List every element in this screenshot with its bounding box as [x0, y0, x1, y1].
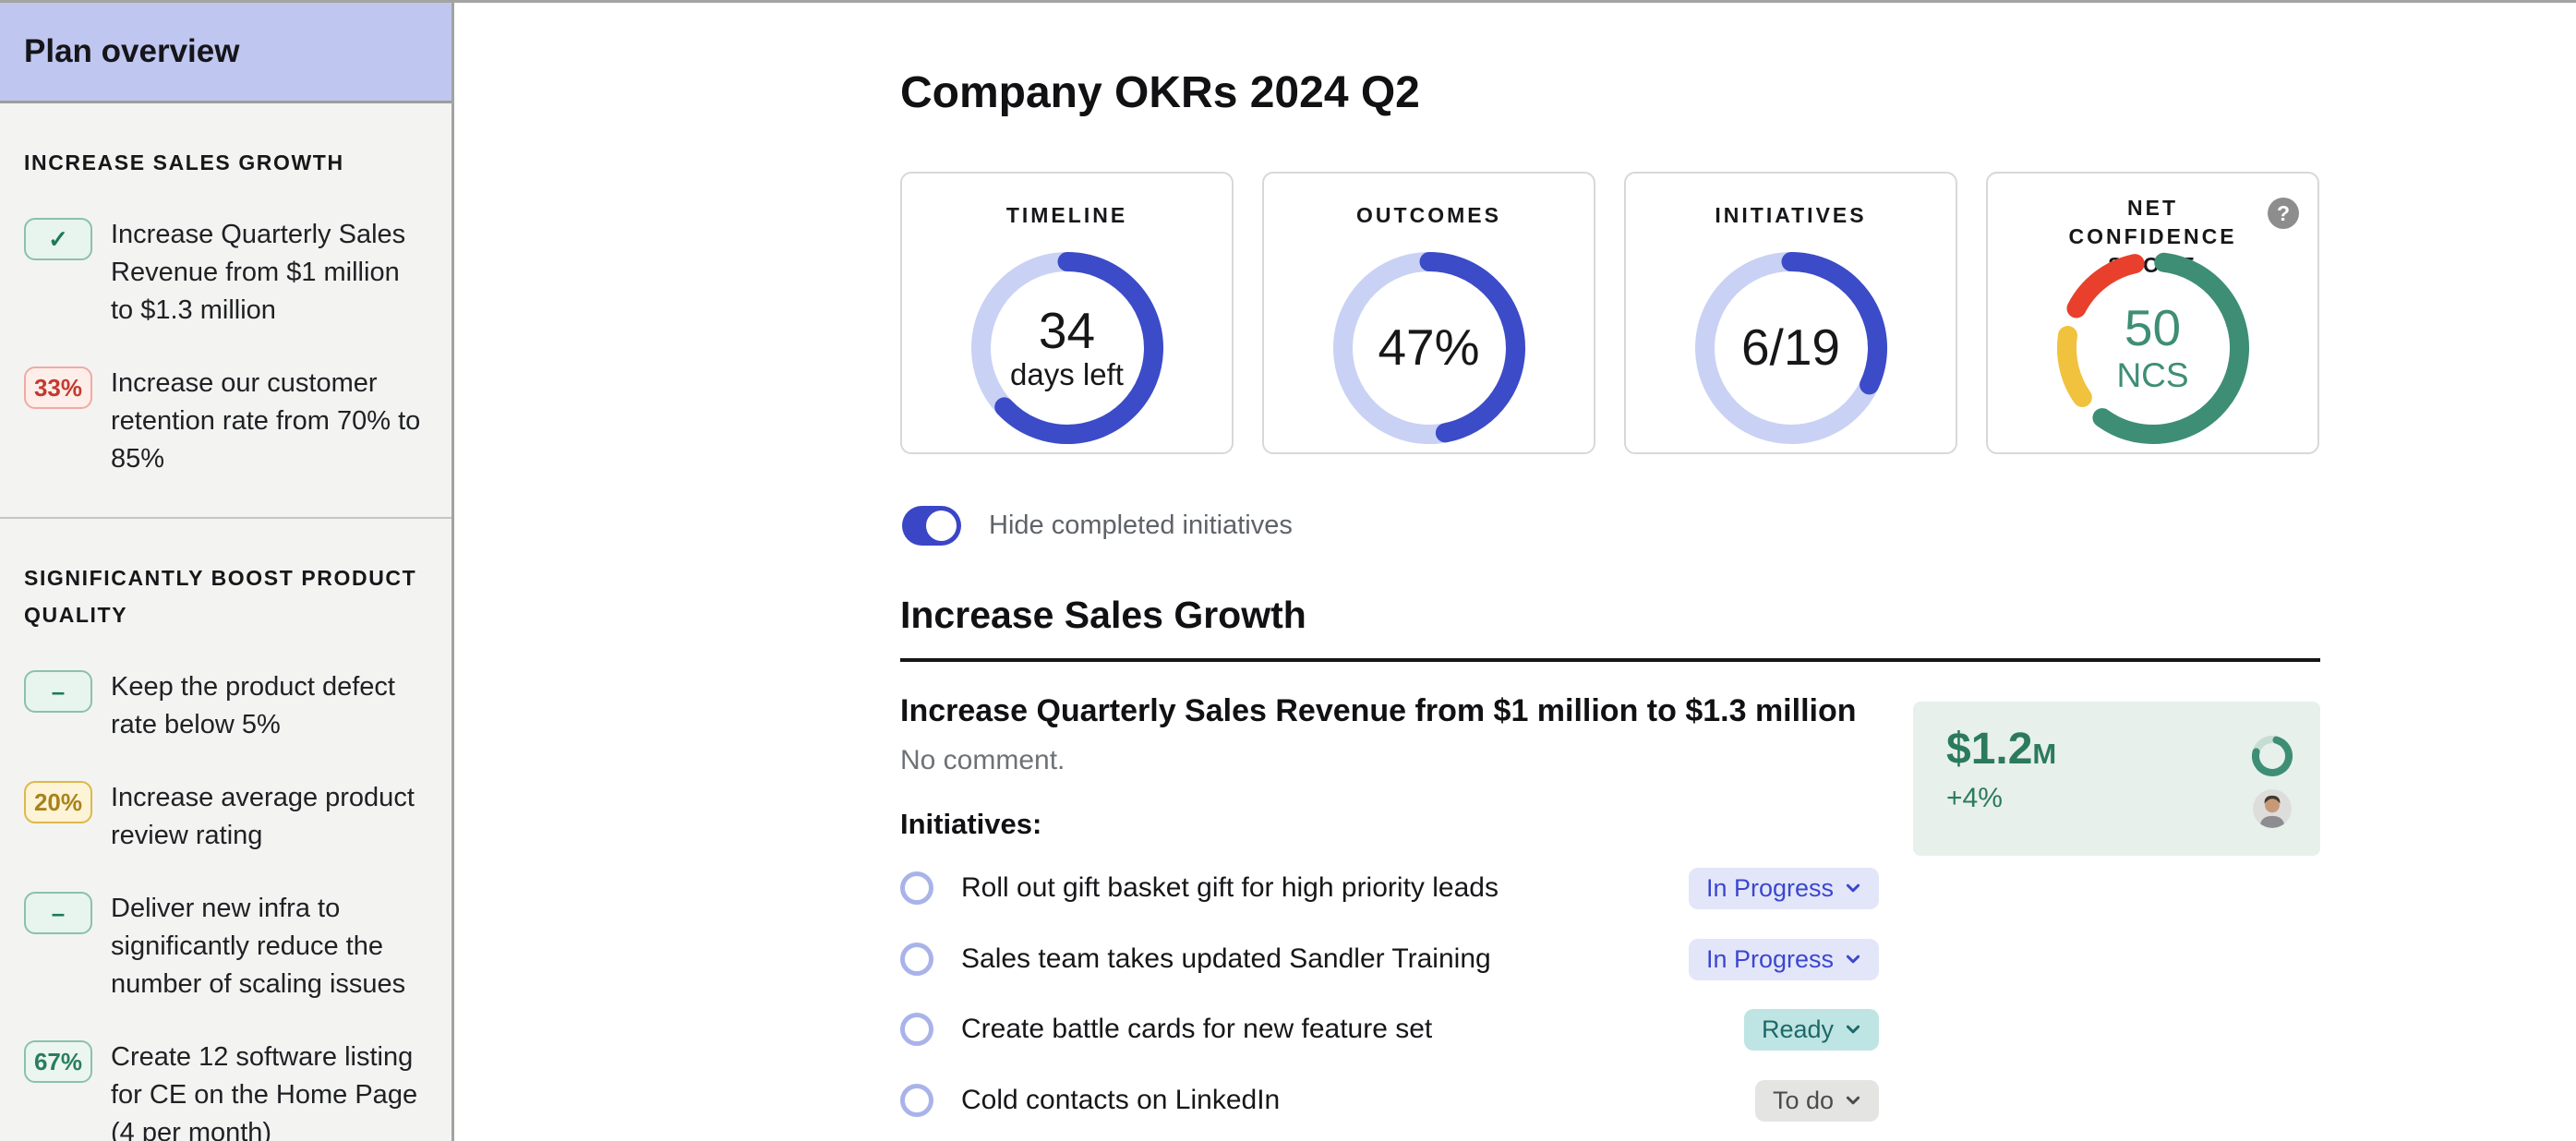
timeline-gauge-ring	[970, 251, 1164, 450]
initiative-title: Cold contacts on LinkedIn	[961, 1085, 1281, 1115]
outcomes-gauge: 47%	[1332, 251, 1526, 445]
initiatives-list-label: Initiatives:	[900, 808, 1042, 840]
key-result-metric-card: $1.2 M +4%	[1913, 702, 2320, 856]
sidebar-item-label: Increase average product review rating	[111, 783, 415, 850]
sidebar-item-objective[interactable]: – Deliver new infra to significantly red…	[24, 890, 427, 1003]
initiatives-gauge-ring	[1694, 251, 1888, 450]
sidebar-item-objective[interactable]: 20% Increase average product review rati…	[24, 779, 427, 855]
initiative-row: Cold contacts on LinkedIn To do	[900, 1075, 1879, 1126]
hide-completed-row: Hide completed initiatives	[902, 506, 1293, 546]
sidebar-divider	[0, 517, 451, 519]
hide-completed-label: Hide completed initiatives	[989, 510, 1293, 540]
sidebar: Plan overview INCREASE SALES GROWTH ✓ In…	[0, 3, 454, 1141]
status-dropdown[interactable]: In Progress	[1688, 938, 1879, 980]
sidebar-item-label: Increase Quarterly Sales Revenue from $1…	[111, 220, 406, 325]
status-badge-percent: 20%	[24, 781, 92, 823]
net-confidence-card: NET CONFIDENCE SCORE ? 50 NCS	[1986, 172, 2319, 454]
status-label: To do	[1772, 1086, 1834, 1114]
status-badge-percent: 33%	[24, 366, 92, 409]
initiative-status-circle-icon[interactable]	[900, 871, 933, 905]
timeline-gauge: 34 days left	[970, 251, 1164, 445]
hide-completed-toggle[interactable]	[902, 506, 961, 546]
status-dropdown[interactable]: In Progress	[1688, 867, 1879, 909]
initiative-status-circle-icon[interactable]	[900, 943, 933, 976]
metric-amount: $1.2	[1946, 725, 2033, 774]
metric-delta: +4%	[1946, 783, 2003, 813]
metric-unit: M	[2032, 738, 2058, 770]
metric-progress-ring	[2251, 735, 2293, 777]
initiative-title: Roll out gift basket gift for high prior…	[961, 872, 1499, 903]
sidebar-item-label: Increase our customer retention rate fro…	[111, 368, 421, 474]
sidebar-item-objective[interactable]: 33% Increase our customer retention rate…	[24, 365, 427, 478]
sidebar-item-label: Keep the product defect rate below 5%	[111, 672, 395, 739]
stat-cards-row: TIMELINE 34 days left OUTCOMES 47% INITI…	[900, 172, 2319, 454]
initiatives-gauge: 6/19	[1694, 251, 1888, 445]
key-result-title: Increase Quarterly Sales Revenue from $1…	[900, 693, 1857, 728]
status-label: Ready	[1761, 1015, 1834, 1043]
sidebar-body: INCREASE SALES GROWTH ✓ Increase Quarter…	[0, 144, 451, 1141]
timeline-card: TIMELINE 34 days left	[900, 172, 1234, 454]
sidebar-item-objective[interactable]: ✓ Increase Quarterly Sales Revenue from …	[24, 216, 427, 330]
sidebar-item-objective[interactable]: 67% Create 12 software listing for CE on…	[24, 1039, 427, 1141]
net-confidence-gauge-ring	[2056, 251, 2250, 450]
initiative-title: Sales team takes updated Sandler Trainin…	[961, 943, 1491, 974]
status-badge-check-icon: ✓	[24, 218, 92, 260]
page-title: Company OKRs 2024 Q2	[900, 68, 1420, 117]
outcomes-gauge-ring	[1332, 251, 1526, 450]
chevron-down-icon	[1846, 955, 1860, 964]
sidebar-item-objective[interactable]: – Keep the product defect rate below 5%	[24, 668, 427, 744]
status-badge-dash-icon: –	[24, 670, 92, 713]
status-label: In Progress	[1705, 873, 1834, 902]
chevron-down-icon	[1846, 1025, 1860, 1034]
chevron-down-icon	[1846, 883, 1860, 893]
toggle-knob	[926, 510, 957, 541]
initiative-row: Create battle cards for new feature set …	[900, 1003, 1879, 1055]
key-result-comment: No comment.	[900, 745, 1065, 775]
status-badge-dash-icon: –	[24, 892, 92, 934]
initiatives-card-title: INITIATIVES	[1715, 203, 1867, 227]
initiatives-card: INITIATIVES 6/19	[1624, 172, 1957, 454]
section-divider	[900, 658, 2320, 662]
sidebar-item-label: Deliver new infra to significantly reduc…	[111, 894, 406, 999]
help-icon[interactable]: ?	[2268, 198, 2299, 229]
initiative-status-circle-icon[interactable]	[900, 1084, 933, 1117]
metric-value: $1.2 M	[1946, 724, 2057, 775]
initiative-title: Create battle cards for new feature set	[961, 1014, 1433, 1044]
outcomes-card-title: OUTCOMES	[1356, 203, 1501, 227]
chevron-down-icon	[1846, 1096, 1860, 1105]
status-badge-percent: 67%	[24, 1040, 92, 1083]
outcomes-card: OUTCOMES 47%	[1262, 172, 1595, 454]
timeline-card-title: TIMELINE	[1005, 203, 1128, 227]
net-confidence-gauge: 50 NCS	[2056, 251, 2250, 445]
sidebar-section-heading: SIGNIFICANTLY BOOST PRODUCT QUALITY	[24, 566, 417, 627]
initiative-row: Roll out gift basket gift for high prior…	[900, 862, 1879, 914]
initiative-status-circle-icon[interactable]	[900, 1013, 933, 1046]
sidebar-item-label: Create 12 software listing for CE on the…	[111, 1042, 418, 1141]
initiative-row: Sales team takes updated Sandler Trainin…	[900, 933, 1879, 985]
objective-section-title: Increase Sales Growth	[900, 594, 1306, 636]
status-dropdown[interactable]: To do	[1754, 1079, 1879, 1122]
owner-avatar	[2253, 789, 2292, 828]
sidebar-section-heading: INCREASE SALES GROWTH	[24, 150, 344, 174]
status-dropdown[interactable]: Ready	[1743, 1008, 1879, 1051]
status-label: In Progress	[1705, 944, 1834, 973]
sidebar-title: Plan overview	[0, 3, 451, 103]
